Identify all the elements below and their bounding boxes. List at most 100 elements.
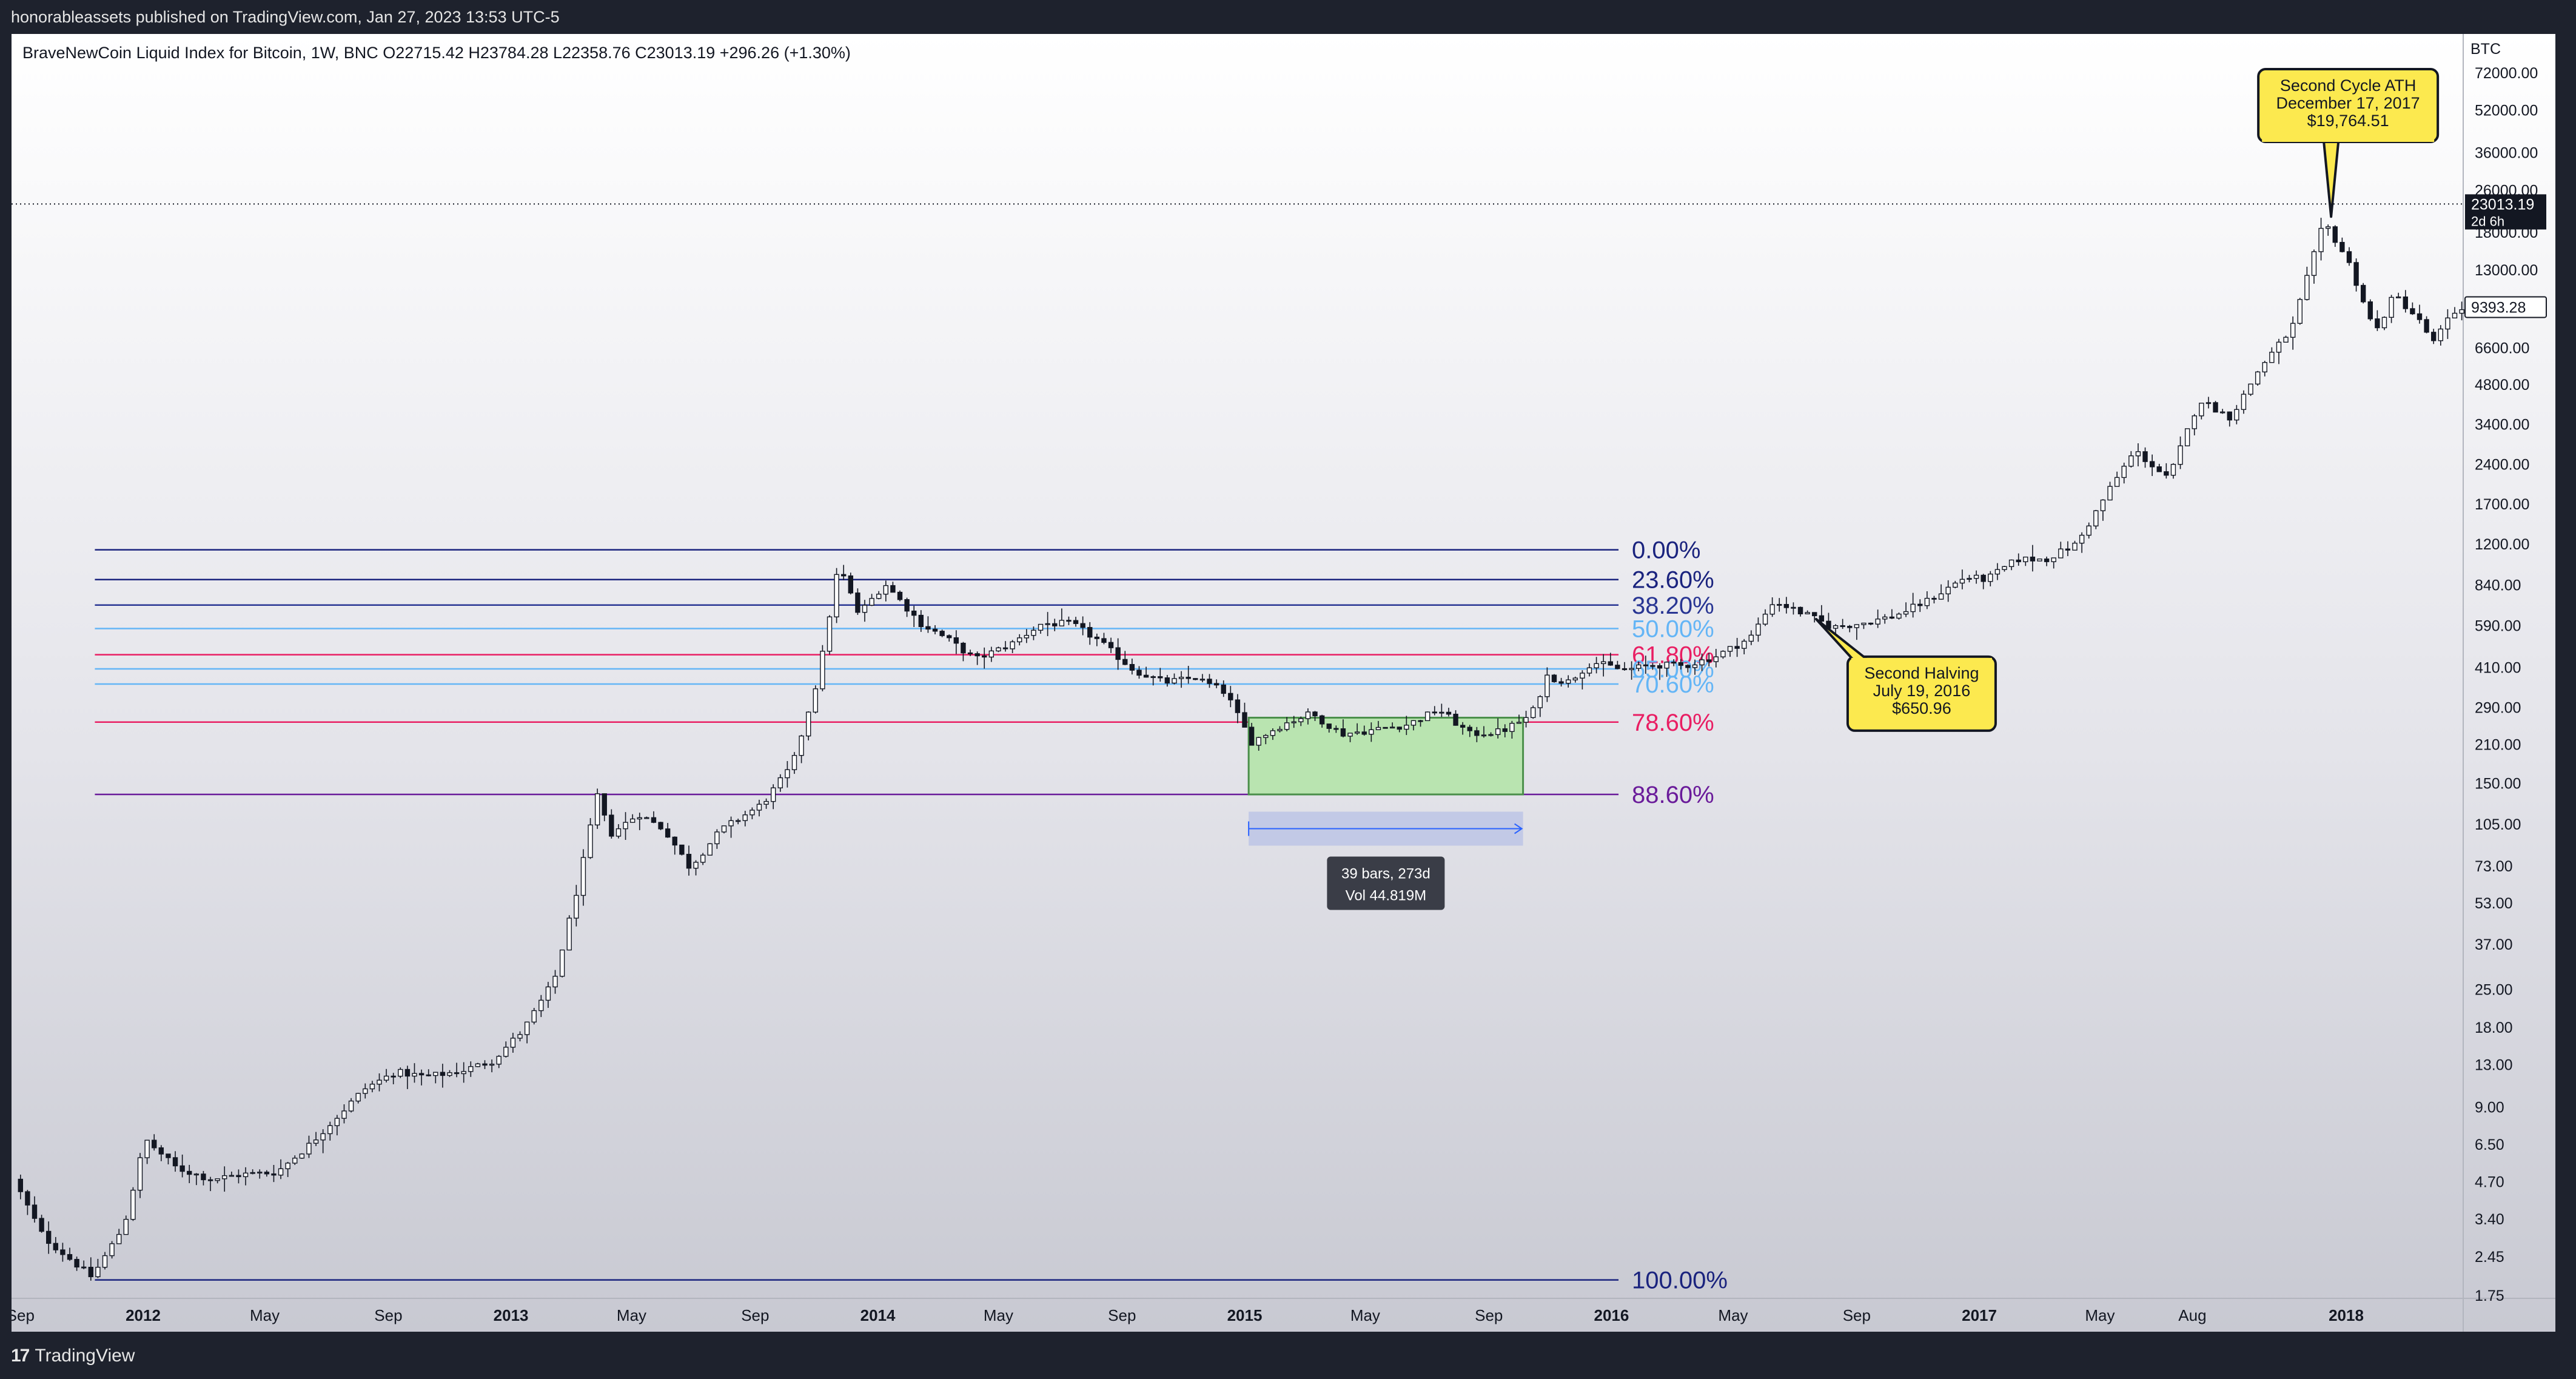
price-chart[interactable]: BraveNewCoin Liquid Index for Bitcoin, 1… — [12, 34, 2555, 1332]
candle — [1277, 729, 1283, 731]
time-axis-tick: 2015 — [1227, 1306, 1263, 1324]
candle — [363, 1088, 368, 1094]
last-price-label: 9393.28 — [2471, 299, 2526, 316]
candle — [2262, 362, 2267, 373]
candle — [1389, 726, 1395, 729]
candle — [327, 1125, 333, 1135]
candle — [1953, 582, 1958, 588]
candle — [862, 605, 868, 613]
candle — [215, 1178, 220, 1181]
candle — [299, 1153, 305, 1159]
candle — [883, 585, 889, 595]
candle — [1186, 677, 1191, 679]
candle — [594, 793, 600, 826]
candle — [1903, 611, 1909, 615]
candle — [644, 817, 649, 819]
candle — [932, 628, 938, 632]
candle — [552, 976, 558, 988]
accumulation-box[interactable] — [1247, 716, 1524, 796]
candle — [207, 1179, 213, 1181]
candle — [574, 894, 579, 919]
candle — [2192, 415, 2197, 429]
price-axis-tick: 18.00 — [2475, 1019, 2513, 1036]
candle — [250, 1172, 255, 1174]
candle — [2149, 461, 2155, 468]
candle — [1108, 642, 1114, 648]
chart-frame[interactable]: BraveNewCoin Liquid Index for Bitcoin, 1… — [12, 34, 2555, 1332]
candle — [517, 1034, 523, 1039]
candle — [2375, 318, 2380, 329]
candle — [2445, 317, 2450, 330]
candle — [2114, 477, 2120, 487]
candle — [2276, 341, 2282, 353]
candle — [172, 1157, 178, 1167]
candle — [1383, 726, 1388, 729]
price-axis-tick: 1200.00 — [2475, 536, 2529, 553]
price-axis-tick: 72000.00 — [2475, 65, 2538, 82]
candle — [2016, 559, 2021, 563]
candle — [1122, 659, 1128, 665]
candle — [109, 1243, 115, 1257]
candle — [116, 1233, 122, 1244]
price-axis-tick: 4.70 — [2475, 1174, 2504, 1191]
candle — [1685, 665, 1691, 668]
time-axis-tick: May — [617, 1306, 646, 1324]
candle — [2311, 251, 2317, 276]
candle — [2304, 275, 2310, 300]
candle — [2234, 409, 2239, 421]
candle — [1333, 728, 1339, 730]
time-axis-tick: 2018 — [2329, 1306, 2364, 1324]
price-axis-tick: 73.00 — [2475, 858, 2513, 875]
candle — [320, 1133, 326, 1141]
candle — [2255, 371, 2261, 384]
candle — [609, 814, 614, 837]
candle — [588, 824, 593, 858]
candle — [313, 1139, 319, 1144]
candle — [1600, 661, 1606, 664]
candle — [637, 817, 642, 820]
candle — [2381, 317, 2387, 329]
candle — [531, 1010, 537, 1023]
candle — [475, 1063, 481, 1067]
candle — [665, 828, 671, 838]
candle — [982, 655, 987, 658]
candle — [974, 653, 980, 657]
candle — [770, 787, 776, 802]
time-axis-tick: Aug — [2178, 1306, 2206, 1324]
candle — [2430, 332, 2437, 341]
candle — [1263, 735, 1269, 738]
candle — [2269, 352, 2275, 363]
callout-text: December 17, 2017 — [2276, 94, 2420, 112]
candle — [805, 711, 811, 737]
candle — [996, 647, 1001, 652]
candle — [447, 1072, 452, 1076]
time-axis-tick: Sep — [1843, 1306, 1871, 1324]
candle — [1812, 612, 1817, 617]
candle — [1418, 720, 1423, 722]
candle — [1024, 635, 1030, 639]
candle — [799, 735, 804, 756]
candle — [2002, 566, 2007, 570]
callout-box — [1846, 655, 1997, 732]
candle — [2121, 466, 2127, 478]
candle — [2065, 548, 2071, 551]
candle — [1002, 647, 1008, 649]
price-axis-tick: 840.00 — [2475, 577, 2521, 594]
candle — [1713, 656, 1719, 662]
time-axis-tick: 2016 — [1594, 1306, 1629, 1324]
candle — [2410, 308, 2415, 315]
time-axis-tick: Sep — [374, 1306, 402, 1324]
candle — [461, 1071, 466, 1075]
candle — [2241, 394, 2247, 410]
callout-text: $650.96 — [1892, 699, 1951, 717]
candle — [2156, 466, 2162, 472]
candle — [1537, 696, 1543, 708]
candle — [1551, 674, 1557, 682]
candle — [1791, 606, 1796, 609]
candle — [137, 1157, 143, 1191]
candle — [2170, 464, 2176, 476]
brand[interactable]: 17 TradingView — [11, 1344, 135, 1368]
candle — [834, 574, 839, 617]
candle — [2248, 383, 2253, 395]
candle — [1017, 637, 1022, 643]
